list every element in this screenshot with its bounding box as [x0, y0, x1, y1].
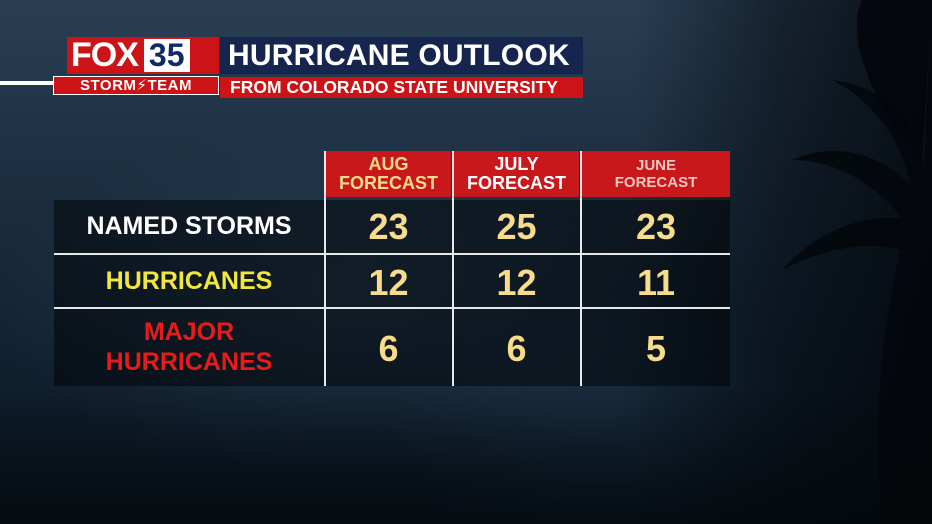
- logo-team: STORM⚡TEAM: [53, 76, 219, 95]
- table-cell-named-storms-june: 23: [635, 206, 677, 247]
- table-cell-major-hurricanes-june: 5: [645, 328, 667, 369]
- table-divider: [580, 151, 582, 386]
- table-divider: [452, 151, 454, 386]
- column-header-line: JULY: [494, 154, 539, 174]
- palm-tree-silhouette: [782, 0, 932, 524]
- column-header-july: JULY FORECAST: [454, 151, 579, 197]
- fox35-storm-team-logo: FOX 35 STORM⚡TEAM: [53, 37, 219, 97]
- column-header-line: FORECAST: [467, 173, 566, 193]
- table-row-bg: [54, 309, 730, 386]
- column-header-line: AUG: [368, 154, 409, 174]
- table-row-bg: [54, 255, 730, 307]
- table-divider: [54, 253, 730, 255]
- logo-channel: 35: [143, 39, 190, 72]
- table-cell-named-storms-july: 25: [496, 206, 537, 247]
- row-label-line: MAJOR: [143, 318, 235, 346]
- column-header-line: JUNE: [635, 157, 676, 174]
- logo-brand: FOX: [71, 36, 139, 74]
- table-cell-hurricanes-june: 11: [636, 262, 676, 303]
- table-cell-named-storms-aug: 23: [368, 206, 409, 247]
- table-divider: [324, 151, 326, 386]
- table-divider: [54, 307, 730, 309]
- header-accent-line: [0, 81, 56, 85]
- page-title: HURRICANE OUTLOOK: [220, 37, 583, 74]
- row-label-line: HURRICANES: [105, 348, 273, 376]
- row-label-named-storms: NAMED STORMS: [86, 212, 292, 240]
- table-cell-major-hurricanes-july: 6: [506, 328, 527, 369]
- column-header-line: FORECAST: [339, 173, 438, 193]
- column-header-line: FORECAST: [614, 174, 698, 191]
- table-cell-hurricanes-july: 12: [496, 262, 537, 303]
- table-cell-hurricanes-aug: 12: [368, 262, 409, 303]
- table-row-bg: [54, 200, 730, 253]
- row-label-hurricanes: HURRICANES: [105, 267, 273, 295]
- logo-top-bar: FOX 35: [67, 37, 219, 74]
- row-label-major-hurricanes: MAJOR HURRICANES: [54, 309, 324, 386]
- background-shade-bottom: [0, 384, 932, 524]
- table-cell-major-hurricanes-aug: 6: [378, 328, 399, 369]
- column-header-june: JUNE FORECAST: [582, 151, 730, 197]
- column-header-aug: AUG FORECAST: [326, 151, 451, 197]
- page-subtitle: FROM COLORADO STATE UNIVERSITY: [220, 77, 583, 98]
